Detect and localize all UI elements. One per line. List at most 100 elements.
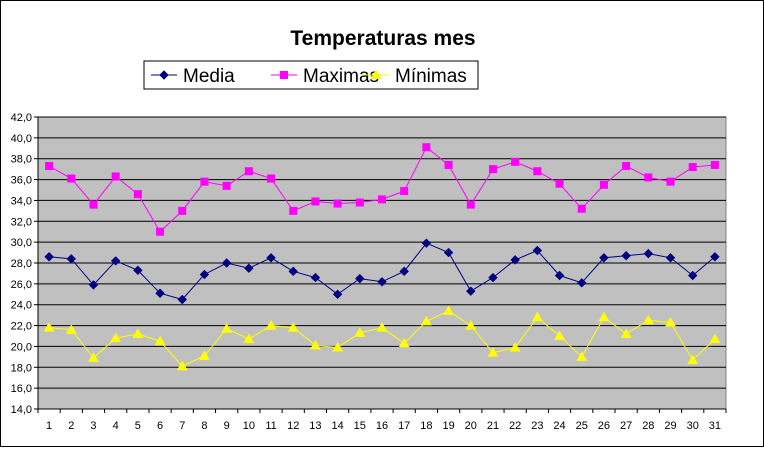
data-point-media	[110, 256, 121, 266]
data-point-minimas	[487, 347, 499, 357]
data-point-minimas	[154, 335, 166, 346]
data-point-media	[266, 253, 276, 263]
legend: Media Maximas Mínimas	[143, 60, 479, 90]
data-point-media	[688, 270, 698, 281]
data-point-minimas	[554, 330, 565, 340]
data-point-maximas	[599, 180, 608, 189]
data-point-media	[377, 277, 387, 287]
x-tick-label: 11	[265, 420, 276, 432]
data-point-minimas	[354, 327, 366, 337]
data-point-media	[399, 266, 409, 277]
x-tick-label: 12	[287, 420, 299, 432]
data-point-minimas	[65, 324, 77, 334]
data-point-minimas	[110, 332, 122, 343]
data-point-media	[710, 252, 720, 262]
data-point-maximas	[111, 172, 120, 181]
data-point-media	[332, 289, 343, 299]
data-point-maximas	[222, 181, 231, 190]
y-tick-label: 22,0	[11, 321, 32, 333]
x-tick-label: 8	[201, 420, 207, 432]
x-tick-label: 3	[90, 420, 96, 432]
data-point-minimas	[465, 320, 477, 330]
data-point-maximas	[178, 206, 187, 215]
x-tick-label: 4	[113, 420, 119, 432]
data-point-media	[443, 247, 454, 258]
x-tick-label: 22	[509, 420, 521, 432]
data-point-maximas	[67, 174, 76, 183]
data-point-maximas	[710, 160, 719, 169]
data-point-media	[421, 238, 432, 248]
data-point-minimas	[421, 315, 432, 326]
x-tick-label: 17	[398, 420, 410, 432]
legend-item-media: Media	[151, 66, 235, 87]
y-tick-label: 34,0	[11, 195, 32, 207]
x-tick-label: 14	[331, 420, 343, 432]
data-point-minimas	[310, 339, 321, 350]
data-point-media	[155, 288, 165, 298]
data-point-media	[554, 270, 565, 281]
data-point-maximas	[400, 187, 409, 196]
legend-label: Media	[183, 66, 235, 87]
data-point-media	[310, 272, 321, 283]
x-tick-label: 13	[309, 420, 321, 432]
data-point-maximas	[555, 179, 564, 188]
x-tick-label: 18	[420, 420, 432, 432]
data-point-maximas	[622, 162, 631, 171]
y-tick-label: 42,0	[11, 112, 32, 124]
series-minimas	[43, 305, 721, 371]
x-tick-label: 25	[576, 420, 588, 432]
x-tick-label: 21	[487, 420, 499, 432]
x-tick-label: 27	[620, 420, 632, 432]
axes	[34, 116, 727, 413]
y-axis-tick-labels: 14,0 16,0 18,0 20,0 22,0 24,0 26,0 28,0 30,0 32,0…	[11, 112, 32, 416]
x-tick-label: 24	[553, 420, 565, 432]
data-point-minimas	[199, 350, 210, 360]
data-point-minimas	[176, 360, 188, 371]
data-point-minimas	[620, 328, 632, 338]
data-point-maximas	[156, 227, 165, 236]
data-point-minimas	[642, 314, 654, 325]
y-tick-label: 16,0	[11, 383, 32, 395]
y-tick-label: 28,0	[11, 258, 32, 270]
x-tick-label: 30	[687, 420, 699, 432]
data-point-minimas	[687, 354, 699, 364]
data-point-media	[133, 265, 143, 276]
x-tick-label: 5	[135, 420, 141, 432]
data-point-minimas	[509, 341, 521, 352]
data-point-media	[177, 294, 187, 305]
legend-label: Mínimas	[395, 66, 467, 87]
data-point-minimas	[43, 322, 55, 332]
data-point-minimas	[531, 311, 543, 322]
data-point-minimas	[221, 323, 233, 333]
data-point-media	[621, 250, 631, 261]
y-tick-label: 40,0	[11, 133, 32, 145]
data-point-media	[88, 280, 99, 290]
x-tick-label: 7	[179, 420, 185, 432]
data-point-minimas	[243, 333, 255, 344]
data-point-minimas	[576, 351, 588, 361]
data-point-maximas	[688, 163, 697, 172]
data-point-media	[466, 286, 476, 296]
x-tick-label: 2	[68, 420, 74, 432]
data-point-maximas	[267, 174, 276, 183]
data-point-maximas	[289, 206, 298, 215]
series-group	[43, 143, 721, 371]
data-point-minimas	[132, 328, 144, 338]
y-tick-label: 36,0	[11, 175, 32, 187]
data-point-maximas	[333, 199, 342, 208]
x-tick-label: 10	[243, 420, 255, 432]
data-point-maximas	[577, 204, 586, 213]
data-point-minimas	[88, 352, 99, 362]
data-point-maximas	[355, 198, 364, 207]
data-point-maximas	[200, 177, 209, 186]
data-point-maximas	[133, 190, 142, 199]
y-tick-label: 14,0	[11, 404, 32, 416]
x-tick-label: 9	[224, 420, 230, 432]
data-point-maximas	[533, 167, 542, 176]
chart-title: Temperaturas mes	[290, 27, 475, 50]
x-axis-tick-labels: 1 2 3 4 5 6 7 8 9 10 11 12 13 14 15 16 17 18 19 20 21 22 23 24 2…	[46, 420, 721, 432]
y-tick-label: 20,0	[11, 341, 32, 353]
data-point-media	[532, 245, 543, 256]
data-point-maximas	[378, 195, 386, 204]
